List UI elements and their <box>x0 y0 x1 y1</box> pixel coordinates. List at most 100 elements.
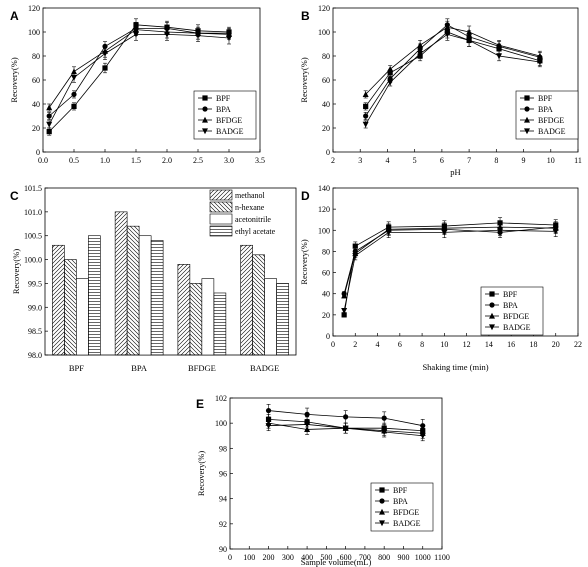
legend-label: BPF <box>393 486 408 495</box>
data-point <box>102 65 108 71</box>
y-tick-label: 96 <box>219 470 227 479</box>
y-tick-label: 100 <box>215 419 227 428</box>
bar <box>252 254 265 356</box>
y-tick-label: 120 <box>28 4 40 13</box>
series-line <box>365 26 540 95</box>
y-tick-label: 101.0 <box>24 208 42 217</box>
bar <box>114 211 128 356</box>
y-tick-label: 80 <box>322 52 330 61</box>
legend: methanol n-hexane acetonitrile ethyl acetat… <box>209 189 276 237</box>
x-tick-label: 200 <box>263 553 275 562</box>
data-point <box>363 103 369 109</box>
y-tick-label: 20 <box>322 124 330 133</box>
data-point <box>381 415 387 421</box>
series-badge <box>46 28 232 129</box>
x-tick-label: 10 <box>547 156 555 165</box>
y-tick-label: 0 <box>326 332 330 341</box>
legend-swatch <box>209 213 233 225</box>
y-tick-label: 40 <box>32 100 40 109</box>
y-tick-label: 0 <box>36 148 40 157</box>
legend-label: acetonitrile <box>235 215 271 224</box>
x-tick-label: 7 <box>467 156 471 165</box>
x-tick-label: 100 <box>243 553 255 562</box>
x-tick-label: 8 <box>494 156 498 165</box>
data-point <box>385 229 392 236</box>
x-tick-label: 6 <box>440 156 444 165</box>
data-point <box>102 51 108 57</box>
legend-marker <box>379 487 385 493</box>
legend-label: BADGE <box>393 519 421 528</box>
legend-swatch <box>209 201 233 213</box>
data-point <box>46 121 53 128</box>
data-point <box>46 104 53 111</box>
x-tick-label: 700 <box>359 553 371 562</box>
y-tick-label: 140 <box>318 184 330 193</box>
panel-label: B <box>301 9 310 23</box>
x-tick-label: 18 <box>529 340 537 349</box>
y-tick-label: 99.5 <box>28 279 42 288</box>
data-point <box>304 421 311 428</box>
bar <box>88 235 101 356</box>
y-tick-label: 120 <box>318 4 330 13</box>
y-tick-label: 60 <box>322 269 330 278</box>
legend-marker <box>202 128 208 135</box>
panel-e: E 90 92 94 96 98 100 102 Recovery(%) 0 100 200 300 40… <box>196 394 450 567</box>
y-axis-label: Recovery(%) <box>9 57 19 102</box>
x-tick-label: 14 <box>485 340 493 349</box>
legend-marker <box>379 498 385 504</box>
x-tick-label: 8 <box>420 340 424 349</box>
data-point <box>342 425 349 432</box>
x-tick-label: 12 <box>463 340 471 349</box>
series-badge <box>341 224 559 314</box>
data-point <box>417 51 424 57</box>
x-tick-label: 400 <box>301 553 313 562</box>
data-point <box>195 33 201 39</box>
plot-frame <box>44 187 297 356</box>
data-point <box>46 129 52 135</box>
data-point <box>441 229 448 236</box>
x-tick-label: 1000 <box>415 553 431 562</box>
data-point <box>387 66 394 72</box>
x-tick-label: 2 <box>353 340 357 349</box>
legend-marker <box>524 106 530 112</box>
panel-label: D <box>301 189 310 203</box>
data-point <box>497 227 504 234</box>
y-tick-label: 94 <box>219 495 227 504</box>
legend-marker <box>489 312 495 319</box>
legend: BPF BPA BFDGE BADGE <box>515 90 579 140</box>
series-badge <box>362 28 543 129</box>
y-axis-label: Recovery(%) <box>196 451 206 496</box>
legend: BPF BPA BFDGE BADGE <box>480 286 544 336</box>
data-point <box>496 42 503 48</box>
legend-label: BFDGE <box>393 508 419 517</box>
bar <box>240 244 253 356</box>
data-point <box>552 228 559 235</box>
bar <box>189 283 203 356</box>
series-badge <box>265 419 426 442</box>
data-point <box>466 37 473 44</box>
x-tick-label: 800 <box>378 553 390 562</box>
x-axis-label: pH <box>450 167 460 177</box>
bar <box>150 240 164 356</box>
legend-label: BFDGE <box>216 116 242 125</box>
x-tick-label: 0.5 <box>69 156 79 165</box>
bar <box>177 264 191 356</box>
bar <box>76 278 89 356</box>
data-point <box>265 423 272 429</box>
legend-label: BPF <box>503 290 518 299</box>
y-tick-label: 99.0 <box>28 303 42 312</box>
y-tick-label: 98 <box>219 444 227 453</box>
data-point <box>341 308 348 314</box>
plot-frame <box>332 187 579 337</box>
x-category-label: BADGE <box>250 363 279 373</box>
x-tick-label: 300 <box>282 553 294 562</box>
data-point <box>496 53 503 60</box>
x-tick-label: 0 <box>331 340 335 349</box>
y-tick-label: 90 <box>219 545 227 554</box>
x-tick-label: 1100 <box>434 553 450 562</box>
y-tick-label: 40 <box>322 100 330 109</box>
legend-label: methanol <box>235 191 266 200</box>
data-point <box>419 433 426 439</box>
y-tick-label: 100.0 <box>24 256 42 265</box>
